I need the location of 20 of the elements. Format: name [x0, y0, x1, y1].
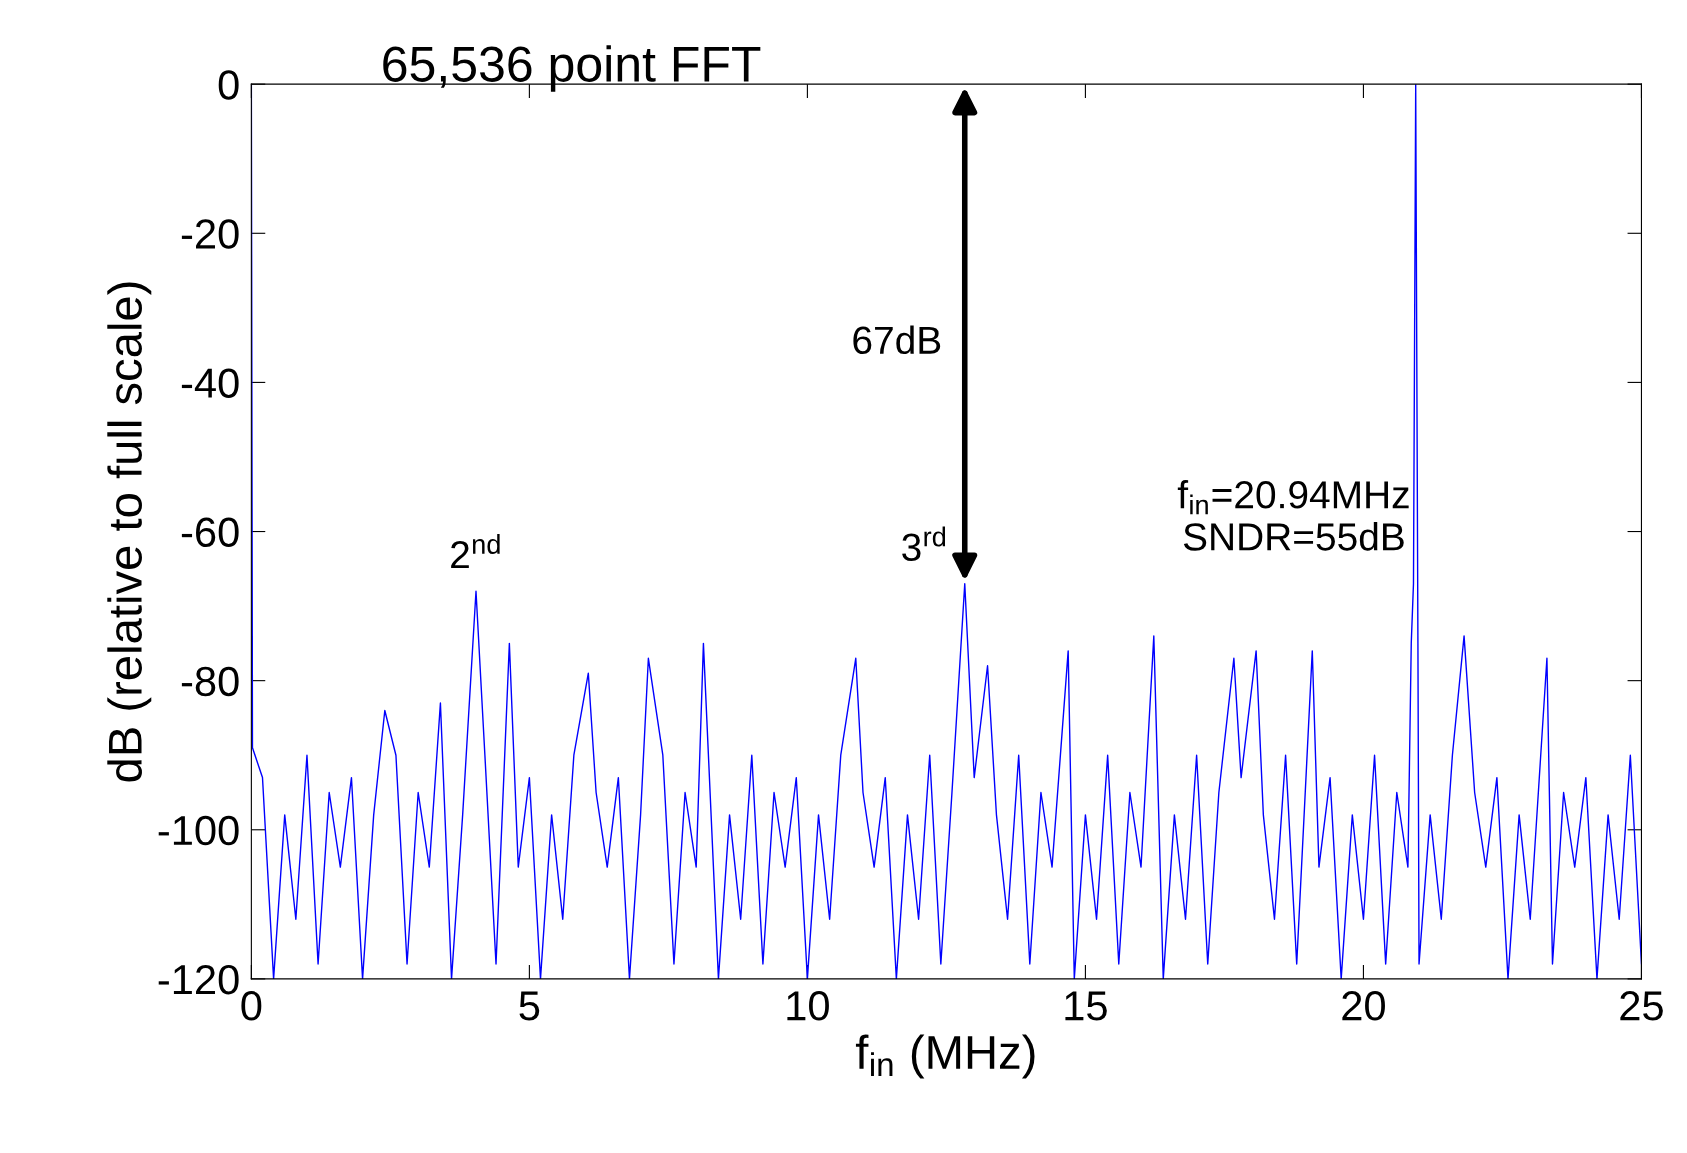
- x-tick-label: 20: [1342, 991, 1385, 1021]
- annotation: 67dB: [853, 325, 941, 355]
- x-axis-title: f$_{in}$ (MHz): [855, 1034, 1035, 1079]
- x-tick-label: 15: [1065, 991, 1107, 1021]
- annotation: 2$^{nd}$: [451, 533, 500, 569]
- x-tick-label: 0: [241, 991, 262, 1021]
- y-tick-label: -60: [181, 517, 239, 548]
- x-tick-label: 5: [519, 991, 540, 1021]
- y-axis-title: dB (relative to full scale): [107, 282, 152, 782]
- chart-title: 65,536 point FFT: [383, 45, 761, 92]
- y-tick-label: -100: [158, 815, 239, 846]
- y-tick-label: -80: [181, 666, 239, 697]
- x-tick-label: 10: [787, 991, 829, 1021]
- y-tick-label: -20: [181, 219, 239, 249]
- y-tick-label: -40: [181, 368, 239, 398]
- y-tick-label: 0: [218, 70, 239, 100]
- annotation: 3$^{rd}$: [902, 526, 946, 562]
- y-tick-label: -120: [158, 964, 239, 995]
- annotation: f$_{in}$=20.94MHz SNDR=55dB: [1177, 480, 1409, 551]
- x-tick-label: 25: [1620, 991, 1663, 1021]
